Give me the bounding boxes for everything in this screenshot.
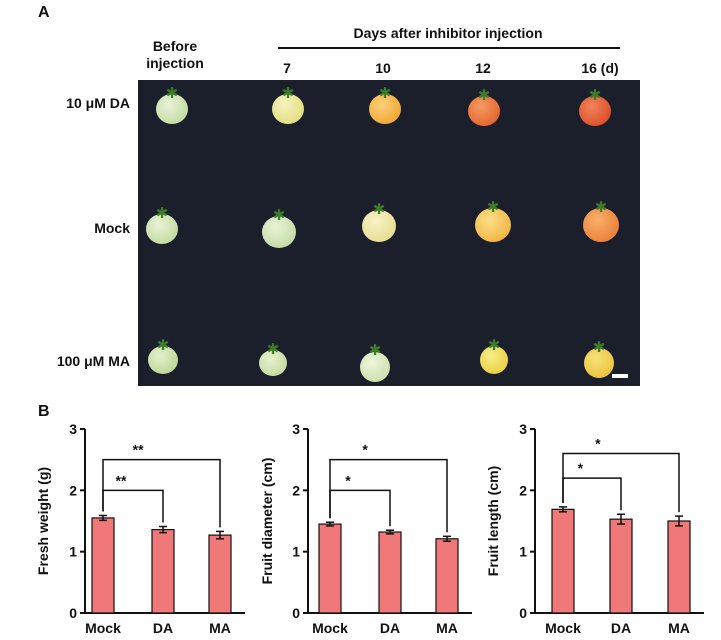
- x-tick-label: Mock: [312, 620, 348, 636]
- x-tick-label: Mock: [545, 620, 581, 636]
- fruit-ma-day10: [360, 352, 390, 382]
- scale-bar: [612, 374, 628, 378]
- fruit-da-day7: [272, 94, 304, 124]
- calyx-icon: ✱: [272, 207, 286, 224]
- x-tick-label: MA: [436, 620, 458, 636]
- fruit-ma-before: [148, 346, 178, 374]
- y-tick-label: 2: [69, 482, 77, 498]
- y-tick-label: 0: [69, 605, 77, 621]
- significance-bracket: [329, 458, 448, 533]
- days-header: Days after inhibitor injection: [353, 25, 543, 41]
- y-tick-label: 1: [519, 544, 527, 560]
- x-tick-label: Mock: [85, 620, 121, 636]
- y-tick-label: 0: [292, 605, 300, 621]
- fruit-ma-day16: [584, 348, 614, 378]
- bar: [378, 531, 402, 614]
- calyx-icon: ✱: [368, 342, 382, 359]
- y-axis-title: Fresh weight (g): [35, 467, 51, 575]
- significance-label: *: [595, 436, 601, 452]
- y-tick-label: 3: [69, 421, 77, 437]
- fruit-mock-day10: [362, 210, 396, 242]
- row-label-ma: 100 μM MA: [56, 353, 130, 369]
- panel-b-label: B: [38, 403, 50, 420]
- calyx-icon: ✱: [486, 199, 500, 216]
- y-tick-label: 0: [519, 605, 527, 621]
- fruit-da-day10: [369, 94, 401, 124]
- day-label-16: 16 (d): [581, 60, 619, 76]
- bar: [609, 518, 633, 614]
- y-tick-label: 1: [69, 544, 77, 560]
- fruit-mock-day16: [583, 208, 619, 242]
- bar: [151, 528, 175, 614]
- calyx-icon: ✱: [165, 85, 179, 102]
- significance-bracket: [562, 477, 622, 511]
- y-axis-title: Fruit length (cm): [485, 466, 501, 576]
- calyx-icon: ✱: [266, 341, 280, 358]
- fruit-ma-day12: [480, 346, 508, 374]
- significance-bracket: [102, 458, 221, 528]
- bar: [208, 534, 232, 614]
- fruit-photograph: ✱ ✱ ✱ ✱ ✱ ✱ ✱ ✱ ✱ ✱ ✱ ✱ ✱ ✱ ✱: [138, 80, 640, 386]
- significance-label: *: [345, 472, 351, 488]
- panel-a-label: A: [38, 4, 50, 21]
- calyx-icon: ✱: [372, 201, 386, 218]
- x-tick-label: DA: [380, 620, 400, 636]
- y-tick-label: 2: [292, 482, 300, 498]
- fruit-mock-day12: [475, 208, 511, 242]
- calyx-icon: ✱: [588, 87, 602, 104]
- calyx-icon: ✱: [487, 337, 501, 354]
- y-axis-title: Fruit diameter (cm): [259, 458, 275, 585]
- y-tick-label: 1: [292, 544, 300, 560]
- day-label-12: 12: [475, 60, 491, 76]
- significance-label: **: [116, 472, 127, 488]
- bar: [318, 523, 342, 614]
- before-injection-header: Before injection: [140, 38, 210, 72]
- bar: [435, 538, 459, 614]
- days-header-rule: [278, 47, 620, 49]
- row-label-da: 10 μM DA: [66, 95, 130, 111]
- calyx-icon: ✱: [281, 85, 295, 102]
- fruit-da-day16: [579, 96, 611, 126]
- day-label-10: 10: [375, 60, 391, 76]
- calyx-icon: ✱: [592, 339, 606, 356]
- fruit-mock-before: [146, 214, 178, 244]
- significance-label: **: [133, 442, 144, 458]
- y-tick-label: 3: [519, 421, 527, 437]
- calyx-icon: ✱: [156, 337, 170, 354]
- fruit-mock-day7: [262, 216, 296, 248]
- calyx-icon: ✱: [594, 199, 608, 216]
- fruit-ma-day7: [259, 350, 287, 376]
- significance-bracket: [329, 489, 391, 527]
- x-tick-label: DA: [611, 620, 631, 636]
- bar: [667, 520, 691, 614]
- x-tick-label: MA: [209, 620, 231, 636]
- row-label-mock: Mock: [94, 220, 130, 236]
- y-tick-label: 2: [519, 482, 527, 498]
- day-label-7: 7: [283, 60, 291, 76]
- calyx-icon: ✱: [378, 85, 392, 102]
- before-label-line2: injection: [146, 55, 204, 71]
- calyx-icon: ✱: [477, 87, 491, 104]
- bar: [91, 517, 115, 614]
- x-tick-label: DA: [153, 620, 173, 636]
- significance-bracket: [562, 452, 680, 513]
- significance-label: *: [362, 442, 368, 458]
- bar: [551, 508, 575, 614]
- significance-label: *: [578, 460, 584, 476]
- fruit-da-day12: [468, 96, 500, 126]
- x-tick-label: MA: [668, 620, 690, 636]
- fruit-da-before: [156, 94, 188, 124]
- before-label-line1: Before: [152, 38, 198, 54]
- y-tick-label: 3: [292, 421, 300, 437]
- calyx-icon: ✱: [155, 205, 169, 222]
